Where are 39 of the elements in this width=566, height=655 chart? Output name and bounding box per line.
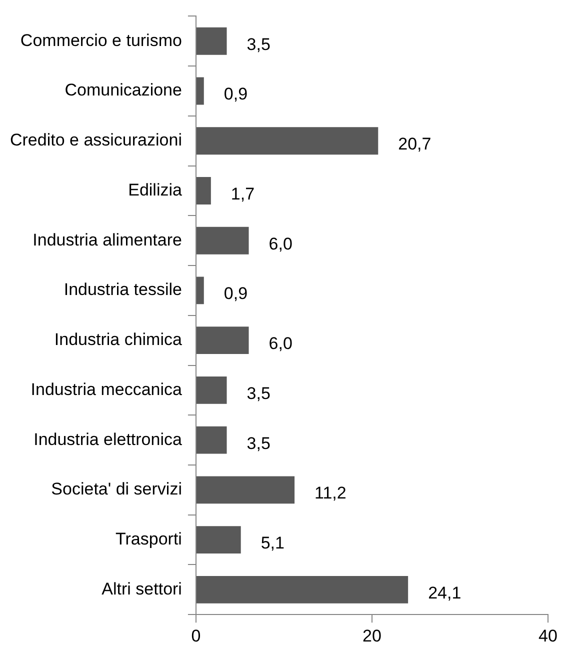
y-tick-label: Edilizia (128, 180, 183, 200)
y-tick-label: Industria tessile (64, 280, 182, 300)
bar (196, 376, 227, 404)
data-label: 0,9 (224, 284, 248, 304)
y-tick-label: Trasporti (116, 529, 182, 548)
x-tick-label: 20 (362, 626, 382, 646)
bar (196, 476, 295, 504)
data-label: 3,5 (246, 34, 270, 54)
data-label: 20,7 (398, 134, 432, 154)
y-tick-label: Industria meccanica (30, 380, 183, 399)
y-tick-label: Commercio e turismo (20, 30, 182, 50)
x-tick-label: 0 (191, 626, 201, 646)
bar (196, 276, 204, 304)
data-label: 11,2 (314, 484, 346, 503)
bar (196, 77, 204, 105)
bar (196, 177, 211, 204)
y-tick-label: Industria chimica (54, 330, 182, 350)
y-tick-label: Industria alimentare (32, 230, 182, 250)
data-label: 5,1 (260, 533, 284, 552)
data-label: 6,0 (268, 334, 292, 354)
data-label: 1,7 (230, 184, 255, 204)
bar (196, 127, 378, 155)
bar (196, 27, 227, 55)
data-label: 0,9 (224, 84, 248, 104)
bar (196, 426, 227, 454)
bar (196, 576, 408, 604)
y-tick-label: Societa' di servizi (51, 480, 182, 499)
data-label: 6,0 (268, 234, 292, 254)
bar (196, 526, 241, 554)
data-label: 24,1 (428, 583, 462, 602)
data-label: 3,5 (246, 434, 270, 453)
y-tick-label: Industria elettronica (34, 430, 182, 449)
y-tick-label: Credito e assicurazioni (10, 130, 182, 150)
y-tick-label: Comunicazione (64, 80, 182, 100)
x-tick-label: 40 (538, 626, 558, 646)
y-tick-label: Altri settori (102, 579, 182, 598)
bar (196, 226, 249, 254)
bar (196, 326, 249, 354)
data-label: 3,5 (246, 384, 270, 403)
